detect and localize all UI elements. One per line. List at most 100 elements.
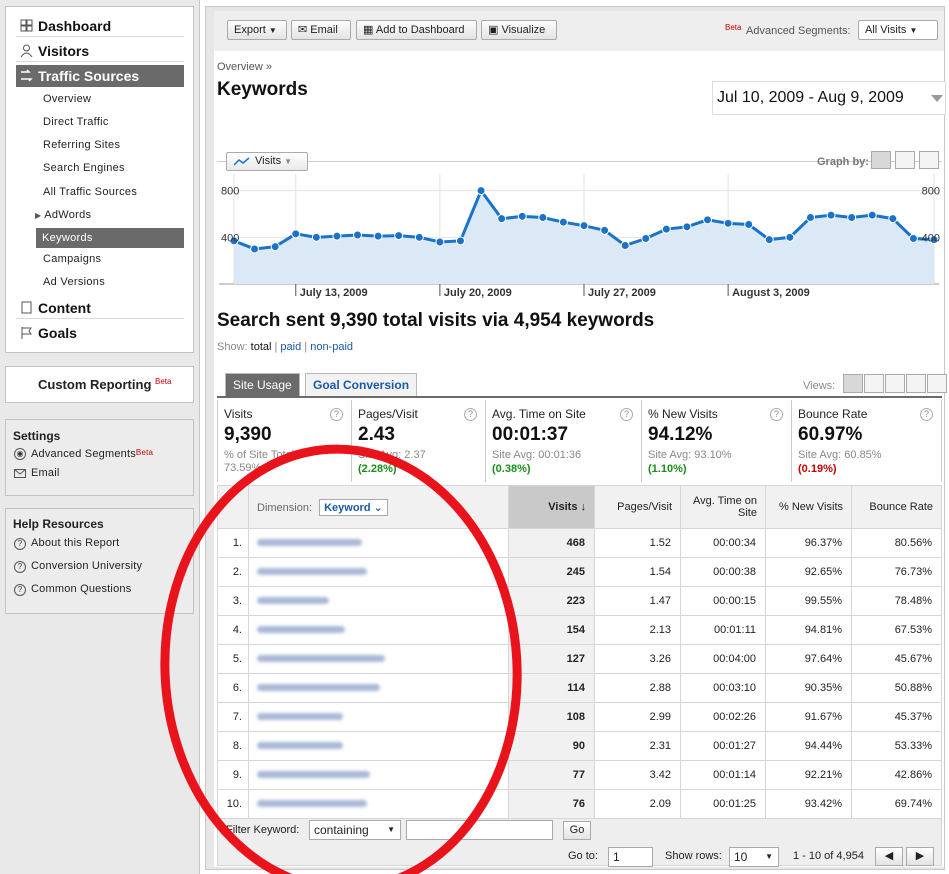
visualize-button[interactable]: ▣ Visualize [481,20,557,40]
sub-all-traffic-sources[interactable]: All Traffic Sources [43,186,138,198]
table-view-icon[interactable] [843,374,863,393]
export-button[interactable]: Export ▼ [227,20,287,40]
sub-search-engines[interactable]: Search Engines [43,162,125,174]
help-panel: Help Resources ? About this Report ? Con… [5,508,194,614]
dropdown-arrow-icon: ▼ [387,825,395,834]
filter-label: Filter Keyword: [226,824,300,836]
new-visits-cell: 92.21% [765,760,852,790]
sub-adwords[interactable]: ▶ AdWords [35,209,91,221]
avg-time-cell: 00:01:14 [680,760,766,790]
next-page-button[interactable]: ▶ [906,847,934,866]
redacted-keyword [257,655,385,662]
nav-content[interactable]: Content [16,297,184,319]
bounce-rate-cell: 45.67% [851,644,942,674]
new-visits-header[interactable]: % New Visits [765,485,852,529]
bar-view-icon[interactable] [885,374,905,393]
avg-time-header[interactable]: Avg. Time on Site [680,485,766,529]
data-point [826,210,836,220]
keyword-link[interactable] [248,528,509,558]
visits-header[interactable]: Visits ↓ [508,485,595,529]
visits-cell: 114 [508,673,595,703]
pages-visit-header[interactable]: Pages/Visit [594,485,681,529]
filter-go-button[interactable]: Go [563,821,591,840]
data-point [538,213,548,222]
date-range-picker[interactable]: Jul 10, 2009 - Aug 9, 2009 [712,81,946,115]
prev-page-button[interactable]: ◀ [875,847,903,866]
compare-view-icon[interactable] [906,374,926,393]
row-index: 1. [217,528,249,558]
nav-goals-label: Goals [38,325,77,341]
table-row: 7. 108 2.99 00:02:26 91.67% 45.37% [217,702,942,732]
table-row: 6. 114 2.88 00:03:10 90.35% 50.88% [217,673,942,703]
help-icon[interactable]: ? [920,408,933,421]
keyword-link[interactable] [248,615,509,645]
segment-select[interactable]: All Visits ▼ [858,20,938,40]
metric-label: Bounce Rate [798,407,868,421]
nav-goals[interactable]: Goals [16,322,184,344]
metric-diff: (2.28%) [358,463,397,475]
keyword-link[interactable] [248,586,509,616]
sub-campaigns[interactable]: Campaigns [43,253,102,265]
custom-reporting-link[interactable]: Custom Reporting Beta [5,366,194,403]
help-icon[interactable]: ? [330,408,343,421]
data-point [723,218,733,228]
filter-mode-select[interactable]: containing ▼ [309,820,401,840]
metric-sub: Site Avg: 93.10% [648,449,732,461]
data-point [476,186,486,196]
keyword-link[interactable] [248,673,509,703]
conversion-university-link[interactable]: Conversion University [31,560,143,572]
tab-goal-conversion[interactable]: Goal Conversion [305,373,418,397]
main-nav: Dashboard Visitors Traffic Sources Overv… [5,6,194,353]
help-icon[interactable]: ? [620,408,633,421]
sub-referring-sites[interactable]: Referring Sites [43,139,121,151]
data-point [270,242,280,252]
graph-metric-select[interactable]: Visits ▼ [226,152,308,171]
email-link[interactable]: Email [31,467,60,479]
filter-text-input[interactable] [406,820,553,840]
dimension-select[interactable]: Keyword ⌄ [319,498,388,516]
show-rows-select[interactable]: 10 ▼ [729,847,779,867]
keyword-link[interactable] [248,557,509,587]
about-report-link[interactable]: About this Report [31,537,120,549]
row-index: 8. [217,731,249,761]
segments-beta-badge: Beta [135,448,154,457]
avg-time-cell: 00:01:25 [680,789,766,819]
pivot-view-icon[interactable] [927,374,947,393]
show-nonpaid[interactable]: non-paid [310,341,354,353]
sub-ad-versions[interactable]: Ad Versions [43,276,106,288]
email-button[interactable]: ✉ Email [291,20,351,40]
graph-by-day-icon[interactable] [871,151,891,169]
tab-site-usage[interactable]: Site Usage [225,373,300,397]
sub-direct-traffic[interactable]: Direct Traffic [43,116,109,128]
nav-dashboard[interactable]: Dashboard [16,15,184,37]
help-icon[interactable]: ? [770,408,783,421]
show-paid[interactable]: paid [280,341,302,353]
table-row: 2. 245 1.54 00:00:38 92.65% 76.73% [217,557,942,587]
advanced-segments-link[interactable]: Advanced SegmentsBeta [31,448,154,460]
data-point [394,231,404,241]
pie-view-icon[interactable] [864,374,884,393]
sub-overview[interactable]: Overview [43,93,92,105]
bounce-rate-header[interactable]: Bounce Rate [851,485,942,529]
common-questions-link[interactable]: Common Questions [31,583,132,595]
visits-cell: 245 [508,557,595,587]
help-icon[interactable]: ? [464,408,477,421]
keyword-link[interactable] [248,731,509,761]
nav-visitors[interactable]: Visitors [16,40,184,62]
graph-by-week-icon[interactable] [895,151,915,169]
sub-keywords[interactable]: Keywords [36,228,184,248]
dropdown-arrow-icon: ▼ [284,157,293,166]
dropdown-arrow-icon [931,95,943,102]
breadcrumb[interactable]: Overview » [217,61,273,73]
data-point [785,232,795,242]
goto-input[interactable]: 1 [608,847,653,867]
add-to-dashboard-button[interactable]: ▦ Add to Dashboard [356,20,477,40]
keyword-link[interactable] [248,644,509,674]
keyword-link[interactable] [248,702,509,732]
keyword-link[interactable] [248,789,509,819]
nav-traffic-sources[interactable]: Traffic Sources [16,65,184,87]
graph-by-month-icon[interactable] [919,151,939,169]
keyword-link[interactable] [248,760,509,790]
show-total[interactable]: total [250,341,272,353]
visits-cell: 76 [508,789,595,819]
